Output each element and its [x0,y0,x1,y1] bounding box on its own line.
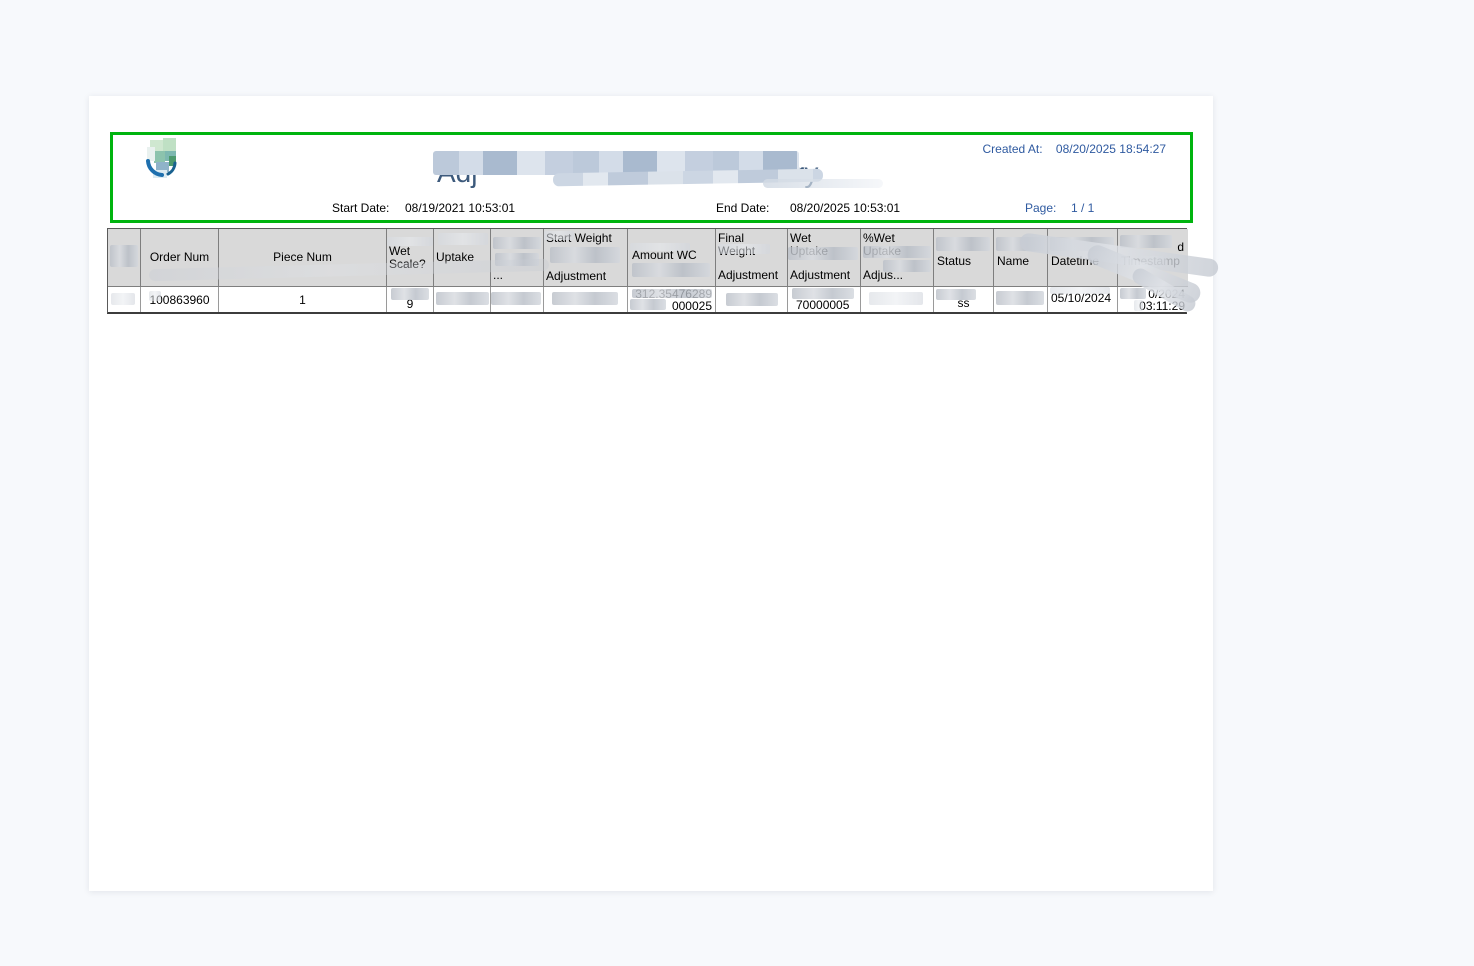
col-header-uptake: Uptake [434,229,491,287]
redaction-blur [883,260,931,272]
cell-redacted [544,287,628,312]
end-date-value: 08/20/2025 10:53:01 [790,201,901,215]
redaction-blur [632,263,710,277]
redaction-blur [111,293,135,305]
redaction-blur [1120,235,1172,248]
end-date-label: End Date: [716,201,770,215]
redaction-blur [630,243,690,251]
header-label: ... [493,268,504,282]
cell-redacted [861,287,934,312]
cell-redacted [716,287,788,312]
redaction-blur [792,288,854,299]
redaction-blur [632,289,712,298]
redaction-blur [788,247,858,260]
start-date-label: Start Date: [332,201,390,215]
redaction-blur [110,245,138,267]
header-label: d [1177,240,1184,254]
redaction-blur [718,244,770,254]
start-date-value: 08/19/2021 10:53:01 [405,201,516,215]
cell-wet-scale: 9 [387,287,434,312]
redaction-blur [863,246,931,258]
col-header-final-weight-adjustment: Final Weight Adjustment [716,229,788,287]
header-label: Wet Scale? [389,243,426,271]
col-header-wet-scale: Wet Scale? [387,229,434,287]
col-header-redacted: ... [491,229,544,287]
redaction-blur [495,253,539,266]
report-header-box: Created At: 08/20/2025 18:54:27 Adj ry S… [110,132,1193,223]
header-label: Piece Num [273,250,332,264]
col-header-wet-uptake-adjustment: Wet Uptake Adjustment [788,229,861,287]
header-label: Uptake [436,250,475,264]
redaction-blur [996,291,1044,305]
redaction-blur [391,288,429,300]
redaction-blur [936,289,976,300]
cell-value: 100863960 [149,292,210,307]
redaction-blur [493,237,541,249]
redaction-blur [1050,287,1110,294]
created-at-line: Created At: 08/20/2025 18:54:27 [983,142,1167,156]
page-number: 1 / 1 [1071,201,1095,215]
cell-name-redacted [994,287,1048,312]
report-page-card: Created At: 08/20/2025 18:54:27 Adj ry S… [89,96,1220,891]
header-label: Order Num [149,250,210,264]
header-label: %Wet [863,231,895,245]
col-header-status: Status [934,229,994,287]
col-header-redacted [108,229,141,287]
cell-datetime: 05/10/2024 [1048,287,1118,312]
redaction-blur [491,292,541,305]
cell-order-num: 100863960 [141,287,219,312]
redaction-blur [149,291,161,301]
header-label: Adjustment [790,268,851,282]
redaction-blur [387,237,433,246]
col-header-order-num: Order Num [141,229,219,287]
cell-value: 1 [299,292,306,307]
redaction-blur [550,247,620,263]
col-header-start-weight-adjustment: Start Weight Adjustment [544,229,628,287]
cell-value: 9 [406,296,414,311]
redaction-blur [438,233,488,245]
cell-value: 70000005 [796,298,850,312]
header-label: Amount WC [632,248,697,262]
header-label: Wet [790,231,812,245]
cell-wet-uptake-adjustment: 70000005 [788,287,861,312]
cell-value: 000025 [671,299,712,312]
cell-redacted [108,287,141,312]
company-logo-icon [141,138,185,180]
title-redaction-blur [763,179,883,188]
cell-value: 05/10/2024 [1051,291,1112,305]
redaction-blur [436,292,489,305]
col-header-piece-num: Piece Num [219,229,387,287]
cell-amount-wc: 312.35476289 000025 [628,287,716,312]
header-label: Adjustment [546,269,607,283]
redaction-blur [1120,288,1146,299]
cell-status: ss [934,287,994,312]
created-at-value: 08/20/2025 18:54:27 [1055,142,1166,156]
logo-graphic [146,138,177,178]
created-at-label: Created At: [982,142,1043,156]
redaction-blur [726,293,778,306]
redaction-blur [552,292,618,305]
col-header-amount-wc: Amount WC [628,229,716,287]
page-label: Page: [1025,201,1057,215]
redaction-blur [936,237,990,251]
header-label: Status [937,254,972,268]
col-header-pct-wet-uptake-adjustment: %Wet Uptake Adjus... [861,229,934,287]
redaction-blur [869,292,923,305]
cell-redacted [434,287,491,312]
redaction-blur [630,299,666,310]
header-label: Name [997,254,1030,268]
header-label: Final [718,231,745,245]
report-meta-row: Start Date: 08/19/2021 10:53:01 End Date… [113,201,1190,219]
redaction-blur [1134,300,1143,311]
header-label: Adjustment [718,268,779,282]
report-title: Adj ry [433,149,883,193]
cell-redacted [491,287,544,312]
cell-piece-num: 1 [219,287,387,312]
redaction-blur [544,231,574,240]
